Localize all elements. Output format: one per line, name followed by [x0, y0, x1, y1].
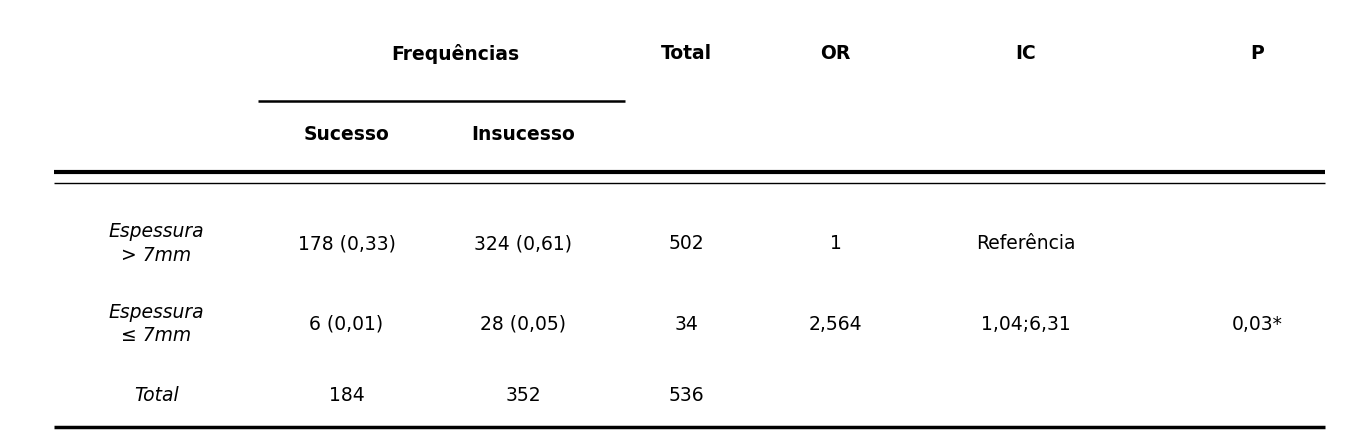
Text: 178 (0,33): 178 (0,33) — [298, 234, 395, 253]
Text: 28 (0,05): 28 (0,05) — [480, 315, 567, 333]
Text: Referência: Referência — [976, 234, 1076, 253]
Text: 1,04;6,31: 1,04;6,31 — [981, 315, 1071, 333]
Text: Sucesso: Sucesso — [303, 125, 390, 143]
Text: 324 (0,61): 324 (0,61) — [474, 234, 572, 253]
Text: Total: Total — [135, 386, 178, 405]
Text: OR: OR — [821, 44, 851, 63]
Text: Total: Total — [660, 44, 712, 63]
Text: 536: 536 — [669, 386, 704, 405]
Text: 184: 184 — [329, 386, 364, 405]
Text: Espessura
≤ 7mm: Espessura ≤ 7mm — [109, 303, 204, 346]
Text: 6 (0,01): 6 (0,01) — [310, 315, 383, 333]
Text: 502: 502 — [669, 234, 704, 253]
Text: IC: IC — [1015, 44, 1037, 63]
Text: 0,03*: 0,03* — [1231, 315, 1283, 333]
Text: Insucesso: Insucesso — [472, 125, 575, 143]
Text: P: P — [1250, 44, 1264, 63]
Text: 1: 1 — [830, 234, 841, 253]
Text: 34: 34 — [674, 315, 699, 333]
Text: 352: 352 — [506, 386, 541, 405]
Text: 2,564: 2,564 — [809, 315, 863, 333]
Text: Espessura
> 7mm: Espessura > 7mm — [109, 222, 204, 265]
Text: Frequências: Frequências — [391, 44, 519, 63]
